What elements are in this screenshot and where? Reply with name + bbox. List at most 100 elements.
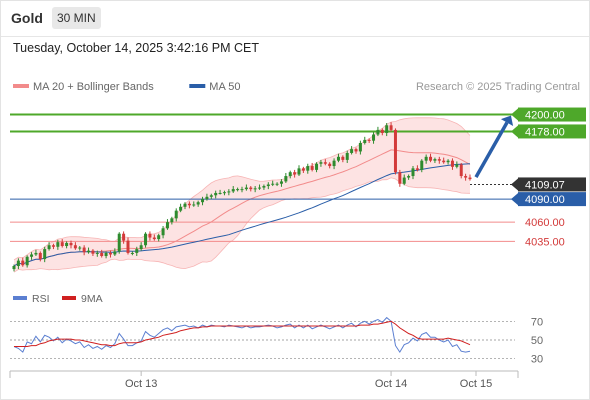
x-tick-label: Oct 15 <box>460 378 492 390</box>
candle-body <box>157 235 161 240</box>
candle-body <box>201 199 205 203</box>
credit-text: Research © 2025 Trading Central <box>416 81 580 93</box>
rsi-legend-swatch <box>62 296 76 300</box>
candle-body <box>236 189 240 191</box>
chart-header: Gold 30 MIN <box>0 0 590 37</box>
candle-body <box>60 242 64 247</box>
candle-body <box>249 187 253 190</box>
candle-body <box>415 168 419 170</box>
candle-body <box>310 166 314 170</box>
candle-body <box>183 203 187 207</box>
candle-body <box>148 233 152 238</box>
level-label: 4178.00 <box>525 126 565 138</box>
level-tag-pointer <box>511 193 518 206</box>
rsi-legend-swatch <box>13 296 27 300</box>
candle-body <box>459 164 463 177</box>
candle-body <box>78 247 82 249</box>
candle-body <box>372 134 376 141</box>
candle-body <box>315 163 319 170</box>
candle-body <box>389 125 393 130</box>
rsi-tick-label: 30 <box>531 354 543 366</box>
candle-body <box>139 245 143 250</box>
candle-body <box>407 176 411 178</box>
legend-swatch <box>13 84 29 88</box>
candle-body <box>284 176 288 182</box>
candle-body <box>306 166 310 171</box>
candle-body <box>16 260 20 267</box>
candle-body <box>301 168 305 171</box>
x-tick-label: Oct 13 <box>125 378 157 390</box>
candle-body <box>30 254 34 257</box>
candle-body <box>192 204 196 206</box>
candle-body <box>218 192 222 194</box>
candle-body <box>446 160 450 163</box>
candle-body <box>82 247 86 253</box>
candle-body <box>266 184 270 187</box>
rsi-tick-label: 50 <box>531 335 543 347</box>
legend-label: MA 20 + Bollinger Bands <box>33 81 154 93</box>
candle-body <box>179 206 183 211</box>
candle-body <box>332 160 336 167</box>
legend-swatch <box>189 84 206 88</box>
legend-label: MA 50 <box>209 81 240 93</box>
rsi-legend-label: 9MA <box>81 293 103 305</box>
rsi-ma9-line <box>14 320 471 347</box>
candle-body <box>258 187 262 189</box>
candle-body <box>222 192 226 194</box>
level-tag-pointer <box>511 178 518 191</box>
candle-body <box>297 168 301 175</box>
candle-body <box>433 159 437 161</box>
level-label: 4090.00 <box>525 194 565 206</box>
candle-body <box>209 195 213 197</box>
candle-body <box>336 156 340 161</box>
candle-body <box>165 222 169 229</box>
candle-body <box>323 162 327 164</box>
candle-body <box>319 162 323 164</box>
candle-body <box>367 139 371 141</box>
candle-body <box>429 156 433 161</box>
candle-body <box>144 233 148 246</box>
candle-body <box>455 164 459 167</box>
candle-body <box>56 242 60 247</box>
candle-body <box>205 196 209 200</box>
candle-body <box>104 252 108 257</box>
rsi-line <box>13 316 471 354</box>
candle-body <box>25 256 29 266</box>
candle-body <box>73 245 77 249</box>
candle-body <box>174 210 178 219</box>
candle-body <box>442 160 446 163</box>
candle-body <box>126 240 130 253</box>
projection-arrowhead <box>500 115 514 126</box>
candle-body <box>95 252 99 254</box>
candle-body <box>47 245 51 250</box>
candle-body <box>358 142 362 152</box>
candle-body <box>385 125 389 133</box>
candle-body <box>117 233 121 252</box>
candle-body <box>363 139 367 143</box>
rsi-legend-label: RSI <box>32 293 50 305</box>
candle-body <box>91 250 95 254</box>
candle-body <box>187 203 191 206</box>
candle-body <box>279 181 283 184</box>
candle-body <box>34 252 38 255</box>
level-tag-pointer <box>511 108 518 121</box>
candle-body <box>21 260 25 266</box>
candle-body <box>113 251 117 255</box>
timeframe-button[interactable]: 30 MIN <box>52 7 101 29</box>
candle-body <box>43 249 47 260</box>
candle-body <box>376 129 380 135</box>
level-tag-pointer <box>511 125 518 138</box>
candle-body <box>420 160 424 170</box>
candle-body <box>275 183 279 185</box>
candle-body <box>214 192 218 196</box>
candle-body <box>170 218 174 223</box>
candle-body <box>12 266 16 270</box>
candle-body <box>271 183 275 185</box>
candle-body <box>130 252 134 254</box>
candle-body <box>51 245 55 247</box>
level-label: 4035.00 <box>525 236 565 248</box>
candle-body <box>231 189 235 192</box>
candle-body <box>161 228 165 236</box>
candle-body <box>253 188 257 190</box>
